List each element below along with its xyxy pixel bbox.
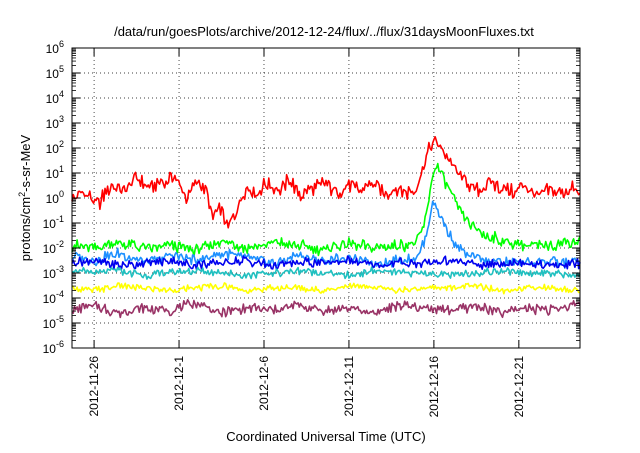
y-tick-label: 101 xyxy=(46,164,64,181)
x-axis-label: Coordinated Universal Time (UTC) xyxy=(226,429,425,444)
series-group xyxy=(71,136,581,319)
y-tick-label: 10-1 xyxy=(43,214,64,231)
y-tick-label: 106 xyxy=(46,39,64,56)
series-line-2 xyxy=(71,162,581,258)
y-tick-exponent: 3 xyxy=(59,114,64,124)
y-tick-label: 104 xyxy=(46,89,64,106)
y-tick-base: 10 xyxy=(43,267,57,281)
y-tick-base: 10 xyxy=(43,217,57,231)
y-tick-exponent: -5 xyxy=(56,314,64,324)
series-line-6 xyxy=(71,282,580,295)
y-tick-base: 10 xyxy=(46,117,60,131)
y-axis: 10-610-510-410-310-210-11001011021031041… xyxy=(43,39,580,356)
x-tick-label: 2012-12-16 xyxy=(427,356,441,418)
y-tick-label: 103 xyxy=(46,114,64,131)
y-tick-label: 105 xyxy=(46,64,64,81)
y-tick-base: 10 xyxy=(46,192,60,206)
y-tick-base: 10 xyxy=(46,42,60,56)
y-tick-base: 10 xyxy=(46,142,60,156)
y-axis-label-rest: -s-sr-MeV xyxy=(18,134,33,191)
y-tick-base: 10 xyxy=(43,342,57,356)
y-tick-base: 10 xyxy=(46,92,60,106)
y-tick-label: 10-4 xyxy=(43,289,64,306)
y-tick-base: 10 xyxy=(43,292,57,306)
y-tick-label: 10-6 xyxy=(43,339,64,356)
y-tick-exponent: 5 xyxy=(59,64,64,74)
chart-title: /data/run/goesPlots/archive/2012-12-24/f… xyxy=(114,24,534,39)
series-line-7 xyxy=(71,298,581,319)
y-tick-label: 10-3 xyxy=(43,264,64,281)
series-line-4 xyxy=(71,255,581,271)
y-axis-label-main: protons/cm xyxy=(18,197,33,261)
y-tick-base: 10 xyxy=(43,317,57,331)
y-tick-base: 10 xyxy=(46,67,60,81)
y-tick-exponent: 2 xyxy=(59,139,64,149)
y-tick-exponent: 1 xyxy=(59,164,64,174)
x-tick-label: 2012-12-21 xyxy=(512,356,526,418)
y-tick-exponent: -2 xyxy=(56,239,64,249)
y-tick-base: 10 xyxy=(43,242,57,256)
y-tick-exponent: 0 xyxy=(59,189,64,199)
x-tick-label: 2012-12-1 xyxy=(172,356,186,411)
y-tick-label: 102 xyxy=(46,139,64,156)
y-tick-exponent: -3 xyxy=(56,264,64,274)
series-line-1 xyxy=(71,136,581,229)
series-line-5 xyxy=(71,266,581,280)
y-tick-exponent: 4 xyxy=(59,89,64,99)
y-tick-exponent: -1 xyxy=(56,214,64,224)
y-tick-base: 10 xyxy=(46,167,60,181)
y-tick-label: 10-2 xyxy=(43,239,64,256)
x-tick-label: 2012-12-6 xyxy=(257,356,271,411)
y-tick-exponent: 6 xyxy=(59,39,64,49)
series-line-3 xyxy=(71,200,581,269)
y-tick-label: 10-5 xyxy=(43,314,64,331)
y-axis-label-sup: 2 xyxy=(17,192,27,197)
y-tick-exponent: -4 xyxy=(56,289,64,299)
grid xyxy=(72,48,580,348)
x-axis: 2012-11-26 2012-12-1 2012-12-6 2012-12-11 20… xyxy=(87,48,526,417)
y-tick-label: 100 xyxy=(46,189,64,206)
y-axis-label: protons/cm2-s-sr-MeV xyxy=(17,134,33,261)
x-tick-label: 2012-11-26 xyxy=(87,356,101,417)
y-tick-exponent: -6 xyxy=(56,339,64,349)
x-tick-label: 2012-12-11 xyxy=(342,356,356,417)
